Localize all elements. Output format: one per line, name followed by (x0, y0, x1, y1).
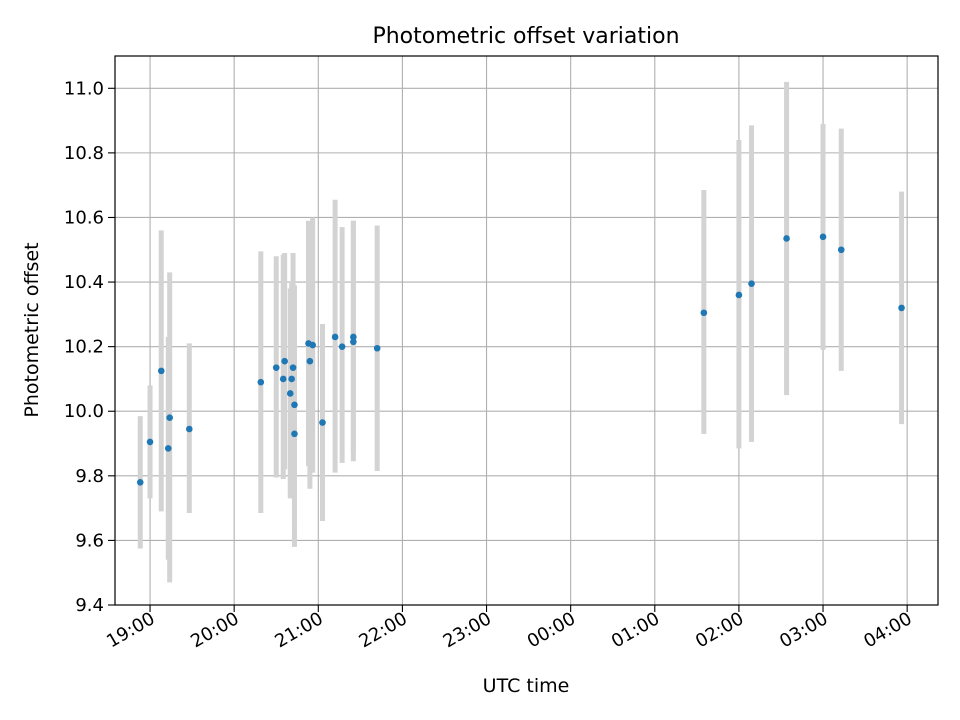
y-axis-ticks: 9.4 9.6 9.8 10.0 10.2 10.4 10.6 10.8 11.0 (64, 78, 115, 616)
data-point (166, 414, 173, 421)
data-point (146, 438, 154, 446)
y-tick-label: 10.6 (64, 207, 104, 228)
data-point (289, 364, 297, 371)
data-point (331, 333, 339, 341)
y-tick-label: 9.4 (75, 595, 104, 616)
data-point (700, 309, 708, 317)
data-point (164, 445, 172, 452)
data-point (819, 233, 827, 241)
data-points (136, 233, 905, 486)
chart-title: Photometric offset variation (372, 24, 679, 49)
data-point (257, 378, 265, 386)
data-point (186, 425, 193, 433)
data-point (837, 246, 845, 254)
data-point (350, 338, 357, 346)
data-point (350, 333, 357, 341)
data-point (279, 375, 287, 383)
y-tick-label: 11.0 (64, 78, 104, 99)
data-point (136, 478, 144, 486)
y-tick-label: 10.8 (64, 143, 104, 164)
data-point (748, 280, 755, 287)
data-point (281, 357, 288, 365)
data-point (309, 341, 316, 349)
data-point (157, 367, 165, 375)
y-tick-label: 10.4 (64, 272, 104, 293)
data-point (291, 430, 298, 438)
y-tick-label: 10.2 (64, 337, 104, 358)
plot-frame (114, 55, 939, 606)
data-point (286, 390, 294, 397)
y-tick-label: 9.8 (75, 466, 104, 487)
data-point (272, 364, 280, 371)
y-tick-label: 10.0 (64, 401, 104, 422)
data-point (319, 419, 326, 426)
data-point (291, 401, 298, 409)
data-point (288, 375, 295, 383)
data-point (338, 343, 346, 350)
y-tick-label: 9.6 (75, 530, 104, 551)
data-point (783, 235, 790, 242)
data-point (373, 344, 381, 352)
y-axis-label: Photometric offset (21, 242, 43, 417)
data-point (898, 304, 905, 312)
data-point (735, 291, 743, 299)
data-point (306, 357, 314, 365)
x-axis-label: UTC time (483, 675, 570, 697)
